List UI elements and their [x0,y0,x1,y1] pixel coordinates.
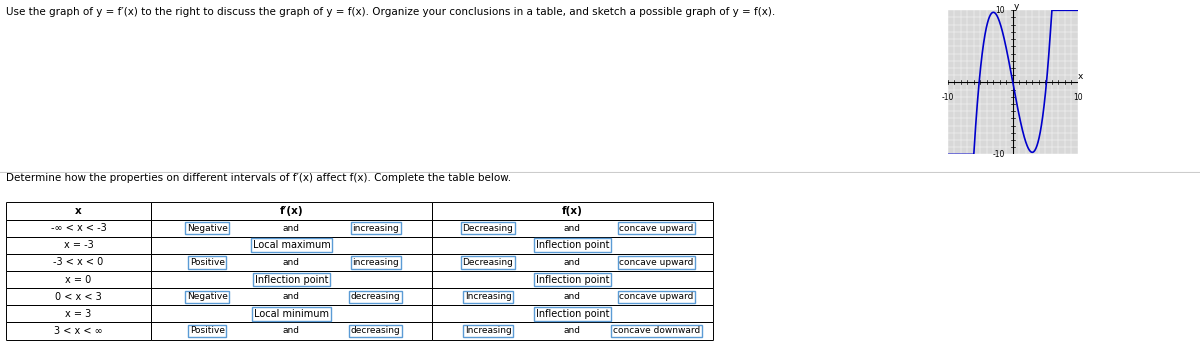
Text: Inflection point: Inflection point [254,274,329,285]
Text: decreasing: decreasing [350,327,401,335]
Text: f′(x): f′(x) [280,206,304,216]
Text: and: and [283,258,300,267]
Text: Local minimum: Local minimum [254,309,329,319]
Text: Decreasing: Decreasing [463,224,514,233]
Text: Inflection point: Inflection point [535,274,610,285]
Text: increasing: increasing [353,258,400,267]
Text: x = 3: x = 3 [66,309,91,319]
Text: and: and [283,327,300,335]
Text: x = -3: x = -3 [64,240,94,250]
Text: Increasing: Increasing [464,292,511,301]
Text: Local maximum: Local maximum [253,240,330,250]
Text: 3 < x < ∞: 3 < x < ∞ [54,326,103,336]
Text: f(x): f(x) [562,206,583,216]
Text: and: and [283,224,300,233]
Text: and: and [564,292,581,301]
Text: concave downward: concave downward [613,327,700,335]
Text: Increasing: Increasing [464,327,511,335]
Text: y: y [1013,2,1019,11]
Text: Determine how the properties on different intervals of f′(x) affect f(x). Comple: Determine how the properties on differen… [6,173,511,183]
Text: x: x [76,206,82,216]
Text: Negative: Negative [187,224,228,233]
Text: x = 0: x = 0 [66,274,91,285]
Text: and: and [283,292,300,301]
Text: concave upward: concave upward [619,292,694,301]
Text: -3 < x < 0: -3 < x < 0 [54,257,103,268]
Text: -∞ < x < -3: -∞ < x < -3 [50,223,107,233]
Text: Negative: Negative [187,292,228,301]
Text: 0 < x < 3: 0 < x < 3 [55,292,102,302]
Text: decreasing: decreasing [350,292,401,301]
Text: concave upward: concave upward [619,224,694,233]
Text: Positive: Positive [190,327,224,335]
Text: and: and [564,327,581,335]
Text: increasing: increasing [353,224,400,233]
Text: Positive: Positive [190,258,224,267]
Text: Decreasing: Decreasing [463,258,514,267]
Text: Inflection point: Inflection point [535,309,610,319]
Text: 10: 10 [995,6,1006,15]
Text: -10: -10 [942,93,954,102]
Text: concave upward: concave upward [619,258,694,267]
Text: and: and [564,258,581,267]
Text: Inflection point: Inflection point [535,240,610,250]
Text: 10: 10 [1073,93,1082,102]
Text: x: x [1078,72,1084,81]
Text: and: and [564,224,581,233]
Text: Use the graph of y = f′(x) to the right to discuss the graph of y = f(x). Organi: Use the graph of y = f′(x) to the right … [6,7,775,17]
Text: -10: -10 [992,150,1006,159]
